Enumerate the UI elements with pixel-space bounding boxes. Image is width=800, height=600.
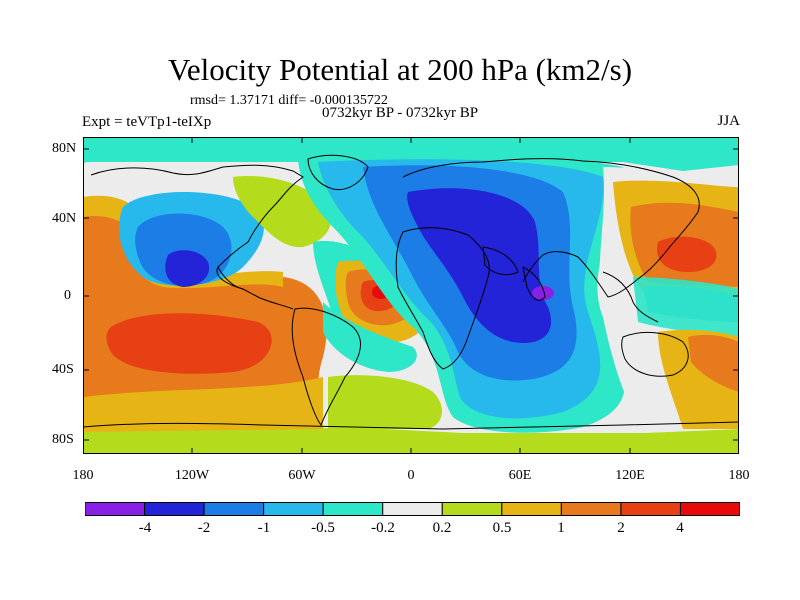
colorbar-box-8 bbox=[501, 502, 562, 516]
x-tick-60w: 60W bbox=[288, 468, 316, 483]
velocity-potential-map bbox=[83, 137, 739, 454]
coast-southeast-asia bbox=[602, 271, 659, 323]
x-tick-120e: 120E bbox=[615, 468, 645, 483]
field-wpac-red bbox=[657, 236, 717, 272]
colorbar-label-1: -4 bbox=[138, 520, 152, 536]
y-tick-40n: 40N bbox=[52, 211, 77, 226]
colorbar-box-10 bbox=[620, 502, 681, 516]
x-tick-0: 0 bbox=[407, 468, 415, 483]
colorbar-label-10: 4 bbox=[676, 520, 684, 536]
coast-south-america bbox=[291, 307, 361, 427]
colorbar-box-1 bbox=[85, 502, 146, 516]
field-south-atlantic-cyan bbox=[323, 302, 417, 372]
coast-india bbox=[522, 266, 546, 301]
x-tick-60e: 60E bbox=[508, 468, 532, 483]
period-label: 0732kyr BP - 0732kyr BP bbox=[322, 105, 479, 121]
colorbar-label-8: 1 bbox=[557, 520, 565, 536]
colorbar-label-6: 0.2 bbox=[432, 520, 452, 536]
colorbar-label-7: 0.5 bbox=[492, 520, 512, 536]
field-south-pacific-yellow bbox=[83, 377, 323, 432]
field-wpac-teal bbox=[633, 277, 739, 337]
field-australia-orange bbox=[688, 334, 739, 392]
y-tick-80s: 80S bbox=[52, 432, 74, 447]
colorbar-box-9 bbox=[560, 502, 622, 516]
coast-australia bbox=[621, 332, 689, 377]
field-namerica-deep bbox=[165, 250, 210, 287]
coast-antarctica bbox=[83, 421, 739, 430]
colorbar-box-3 bbox=[203, 502, 265, 516]
colorbar-box-4 bbox=[263, 502, 324, 516]
x-tick-120w: 120W bbox=[174, 468, 210, 483]
field-afroasia-deep bbox=[407, 188, 552, 343]
y-tick-80n: 80N bbox=[52, 141, 77, 156]
field-south-america-green bbox=[328, 375, 443, 429]
colorbar bbox=[85, 502, 740, 516]
map-ticks bbox=[83, 137, 739, 454]
colorbar-label-9: 2 bbox=[617, 520, 625, 536]
coast-africa bbox=[395, 227, 490, 370]
experiment-label: Expt = teVTp1-teIXp bbox=[82, 114, 212, 130]
field-atlantic-green bbox=[233, 176, 332, 248]
colorbar-box-5 bbox=[322, 502, 384, 516]
coast-arabia bbox=[482, 246, 519, 276]
y-tick-40s: 40S bbox=[52, 362, 74, 377]
colorbar-box-7 bbox=[441, 502, 503, 516]
colorbar-label-2: -2 bbox=[197, 520, 211, 536]
coast-greenland bbox=[307, 154, 369, 191]
x-tick-180w: 180 bbox=[72, 468, 94, 483]
coast-eurasia bbox=[402, 158, 700, 298]
stats-text: rmsd= 1.37171 diff= -0.000135722 bbox=[190, 93, 388, 108]
colorbar-box-6 bbox=[382, 502, 443, 516]
colorbar-box-11 bbox=[679, 502, 740, 516]
coast-north-america bbox=[90, 164, 304, 310]
colorbar-label-5: -0.2 bbox=[371, 520, 395, 536]
y-tick-0: 0 bbox=[64, 288, 71, 303]
field-south-pacific-red bbox=[106, 313, 272, 374]
figure-title: Velocity Potential at 200 hPa (km2/s) bbox=[167, 52, 633, 87]
colorbar-box-2 bbox=[144, 502, 205, 516]
colorbar-label-3: -1 bbox=[257, 520, 271, 536]
x-tick-180e: 180 bbox=[728, 468, 750, 483]
coast-central-america bbox=[217, 266, 244, 290]
colorbar-label-4: -0.5 bbox=[311, 520, 335, 536]
field-afroasia-min bbox=[532, 286, 554, 300]
coastlines bbox=[83, 154, 739, 430]
season-label: JJA bbox=[717, 113, 740, 129]
field-bottom-green bbox=[83, 427, 739, 454]
